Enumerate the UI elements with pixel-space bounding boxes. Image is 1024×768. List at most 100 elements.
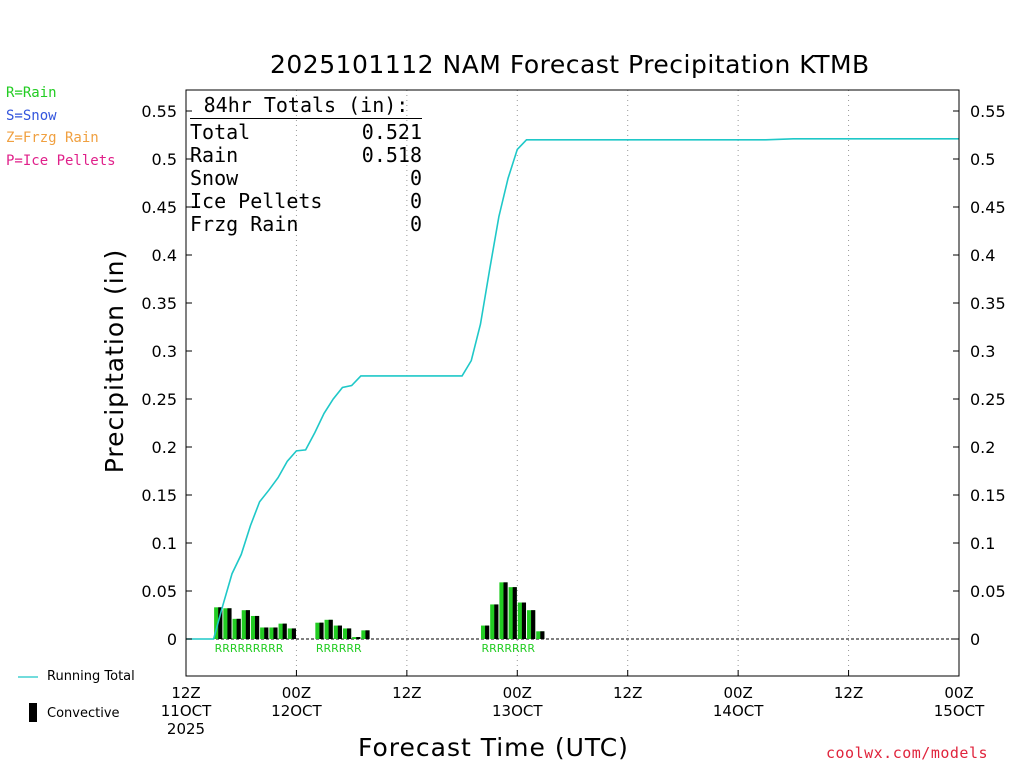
y-tick-label: 0.2 [152, 438, 177, 457]
y-tick-label: 0 [167, 630, 177, 649]
convective-bar [264, 627, 269, 639]
x-tick-label: 12Z [834, 684, 863, 702]
legend-rain: R=Rain [6, 85, 57, 101]
totals-header: 84hr Totals (in): [190, 93, 422, 119]
y-tick-label: 0.25 [141, 390, 177, 409]
y-tick-label: 0.1 [152, 534, 177, 553]
y-tick-label: 0.35 [970, 294, 1006, 313]
x-tick-label: 12Z [392, 684, 421, 702]
convective-bars [214, 582, 545, 639]
rain-bar [223, 608, 232, 639]
y-tick-label: 0.55 [970, 102, 1006, 121]
y-tick-label: 0.1 [970, 534, 995, 553]
convective-bar [485, 625, 490, 639]
totals-label: Frzg Rain [190, 212, 299, 236]
x-tick-label: 11OCT [161, 702, 212, 720]
y-tick-label: 0.3 [970, 342, 995, 361]
convective-bar [328, 619, 333, 639]
y-tick-label: 0.45 [970, 198, 1006, 217]
x-tick-label: 00Z [944, 684, 973, 702]
y-tick-label: 0.5 [152, 150, 177, 169]
convective-bar [365, 630, 370, 639]
totals-value: 0 [409, 189, 422, 213]
y-tick-label: 0.4 [970, 246, 995, 265]
running-total-legend-label: Running Total [47, 669, 135, 684]
totals-value: 0.518 [361, 143, 422, 167]
y-tick-label: 0.15 [141, 486, 177, 505]
convective-bar [291, 628, 296, 639]
convective-bar [227, 608, 232, 639]
totals-label: Snow [190, 166, 239, 190]
x-tick-label: 12Z [171, 684, 200, 702]
precip-type-label: RRRRRRR [481, 642, 535, 655]
y-tick-label: 0 [970, 630, 980, 649]
totals-label: Rain [190, 143, 239, 167]
convective-legend-label: Convective [47, 706, 120, 721]
precip-type-labels: RRRRRRRRR RRRRRR RRRRRRR [215, 642, 536, 655]
x-tick-label: 00Z [282, 684, 311, 702]
running-total-line [186, 138, 959, 640]
x-tick-label: 00Z [503, 684, 532, 702]
y-axis-label: Precipitation (in) [100, 249, 129, 474]
x-tick-label: 00Z [723, 684, 752, 702]
totals-value: 0 [409, 212, 422, 236]
y-tick-label: 0.45 [141, 198, 177, 217]
totals-label: Ice Pellets [190, 189, 323, 213]
convective-bar [273, 627, 278, 639]
x-tick-label: 12Z [613, 684, 642, 702]
legend-ice-pellets: P=Ice Pellets [6, 152, 116, 169]
y-tick-label: 0.4 [152, 246, 177, 265]
totals-value: 0 [409, 166, 422, 190]
convective-bar [282, 623, 287, 639]
precip-type-label: RRRRRRRRR [215, 642, 284, 655]
chart-axes [185, 89, 960, 677]
totals-row-frzg-rain: Frzg Rain 0 [190, 213, 422, 236]
convective-bar [356, 637, 361, 639]
x-tick-label: 15OCT [934, 702, 985, 720]
convective-bar [236, 618, 241, 639]
totals-box: 84hr Totals (in): Total 0.521 Rain 0.518 S… [190, 93, 422, 236]
legend-frzg-rain: Z=Frzg Rain [6, 130, 99, 146]
convective-bar [540, 631, 545, 639]
y-tick-label: 0.25 [970, 390, 1006, 409]
totals-row-snow: Snow 0 [190, 167, 422, 190]
y-tick-label: 0.35 [141, 294, 177, 313]
x-tick-label: 2025 [167, 720, 205, 738]
convective-bar [521, 602, 527, 639]
site-credit: coolwx.com/models [826, 744, 989, 762]
x-tick-label: 12OCT [271, 702, 322, 720]
x-tick-label: 13OCT [492, 702, 543, 720]
y-tick-label: 0.5 [970, 150, 995, 169]
convective-bar [531, 610, 536, 639]
totals-row-rain: Rain 0.518 [190, 144, 422, 167]
convective-bar [494, 604, 499, 639]
chart-gridlines [186, 90, 959, 676]
legend-snow: S=Snow [6, 107, 57, 124]
y-tick-label: 0.55 [141, 102, 177, 121]
plot-frame [185, 89, 960, 677]
convective-bar [255, 615, 260, 639]
y-tick-label: 0.15 [970, 486, 1006, 505]
y-tick-label: 0.3 [152, 342, 177, 361]
y-tick-label: 0.05 [970, 582, 1006, 601]
convective-bar [245, 610, 250, 639]
rain-bar [241, 610, 250, 639]
x-axis-label: Forecast Time (UTC) [358, 733, 629, 762]
chart-title: 2025101112 NAM Forecast Precipitation KT… [270, 50, 870, 79]
convective-bar [337, 625, 342, 639]
precip-type-label: RRRRRR [316, 642, 362, 655]
y-tick-label: 0.05 [141, 582, 177, 601]
x-tick-label: 14OCT [713, 702, 764, 720]
convective-bar [512, 587, 517, 639]
y-tick-label: 0.2 [970, 438, 995, 457]
totals-row-total: Total 0.521 [190, 121, 422, 144]
convective-bar [319, 622, 324, 639]
running-total-series [186, 138, 959, 640]
convective-bar [347, 628, 352, 639]
totals-row-ice-pellets: Ice Pellets 0 [190, 190, 422, 213]
precip-type-legend: R=Rain S=Snow Z=Frzg Rain P=Ice Pellets [6, 82, 116, 172]
convective-bar [218, 607, 223, 639]
convective-bar [503, 582, 508, 639]
convective-legend-swatch [29, 703, 37, 722]
